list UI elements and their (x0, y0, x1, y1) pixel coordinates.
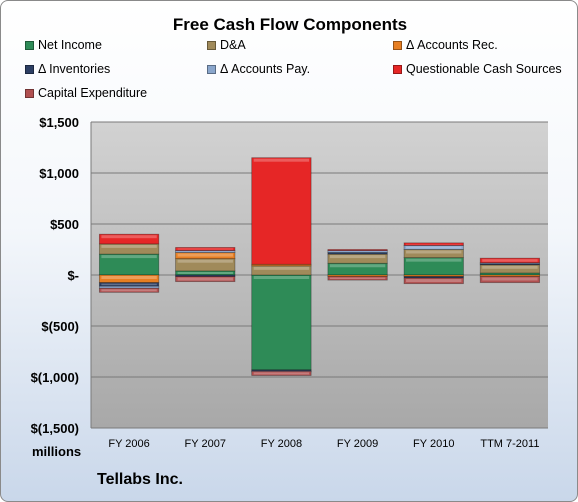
bar-highlight (177, 253, 233, 257)
bar-highlight (253, 158, 310, 162)
bar-capital-expenditure-ttm-7-2011 (479, 276, 541, 284)
legend-label: Questionable Cash Sources (406, 62, 562, 76)
x-tick-label: TTM 7-2011 (480, 438, 539, 450)
bar-capital-expenditure-fy-2006 (98, 287, 160, 293)
bar-highlight (177, 271, 233, 274)
bar-highlight (406, 246, 462, 249)
legend-item-d-a: D&A (207, 38, 246, 52)
bar-highlight (406, 243, 462, 245)
y-tick-label: $1,500 (39, 115, 79, 130)
company-label: Tellabs Inc. (97, 471, 183, 488)
bar-questionable-cash-sources-fy-2008 (251, 157, 312, 265)
legend-swatch (25, 40, 34, 50)
legend-label: Δ Accounts Pay. (220, 62, 311, 76)
x-tick-label: FY 2010 (413, 438, 454, 450)
bar-highlight (253, 276, 310, 279)
bar-highlight (329, 277, 386, 280)
bar-accounts-rec-fy-2008 (251, 263, 312, 267)
bar-questionable-cash-sources-fy-2009 (327, 249, 388, 251)
bar-highlight (406, 279, 462, 283)
legend-item-accounts-pay: Δ Accounts Pay. (207, 62, 310, 76)
bar-net-income-fy-2008 (251, 274, 312, 371)
bar-highlight (406, 250, 462, 254)
bar-highlight (253, 372, 310, 375)
bar-highlight (482, 259, 538, 262)
legend-swatch (393, 40, 402, 50)
legend-swatch (207, 64, 216, 74)
bar-highlight (329, 255, 386, 259)
legend-item-questionable-cash-sources: Questionable Cash Sources (393, 62, 562, 76)
bar-questionable-cash-sources-fy-2010 (403, 242, 464, 246)
legend-swatch (207, 40, 216, 50)
bar-questionable-cash-sources-fy-2007 (175, 247, 236, 251)
bar-highlight (329, 264, 386, 268)
legend-label: Δ Inventories (38, 62, 111, 76)
legend-label: D&A (220, 38, 246, 52)
bar-highlight (101, 276, 157, 279)
legend-label: Capital Expenditure (38, 86, 148, 100)
bar-highlight (406, 258, 462, 262)
legend-swatch (25, 88, 34, 98)
bar-highlight (482, 277, 538, 281)
bar-capital-expenditure-fy-2008 (251, 370, 312, 376)
legend-item-net-income: Net Income (25, 38, 102, 52)
legend-item-accounts-rec: Δ Accounts Rec. (393, 38, 498, 52)
bar-highlight (253, 266, 310, 270)
x-tick-label: FY 2009 (337, 438, 378, 450)
y-tick-label: $(1,000) (31, 370, 79, 385)
legend-item-capital-expenditure: Capital Expenditure (25, 86, 147, 100)
bar-highlight (101, 289, 157, 292)
legend-swatch (25, 64, 34, 74)
legend-swatch (393, 64, 402, 74)
bar-highlight (101, 235, 157, 239)
bar-capital-expenditure-fy-2007 (175, 276, 236, 283)
bar-highlight (101, 283, 157, 286)
bar-questionable-cash-sources-ttm-7-2011 (479, 257, 541, 264)
legend-item-inventories: Δ Inventories (25, 62, 110, 76)
legend-label: Δ Accounts Rec. (406, 38, 498, 52)
x-tick-label: FY 2008 (261, 438, 302, 450)
y-tick-label: $(1,500) (31, 421, 79, 436)
y-tick-label: $1,000 (39, 166, 79, 181)
bar-highlight (101, 244, 157, 248)
chart-title: Free Cash Flow Components (172, 15, 408, 34)
x-tick-label: FY 2007 (185, 438, 226, 450)
legend-label: Net Income (38, 38, 102, 52)
bar-highlight (177, 277, 233, 281)
bar-highlight (177, 248, 233, 250)
bar-questionable-cash-sources-fy-2006 (98, 233, 160, 245)
bar-inventories-fy-2008 (251, 369, 312, 372)
bar-capital-expenditure-fy-2009 (327, 276, 388, 281)
y-tick-label: $500 (50, 217, 79, 232)
bar-highlight (177, 259, 233, 263)
bar-highlight (101, 255, 157, 259)
bar-highlight (482, 265, 538, 269)
y-tick-label: $(500) (41, 319, 79, 334)
units-label: millions (32, 444, 82, 459)
x-tick-label: FY 2006 (108, 438, 149, 450)
bar-capital-expenditure-fy-2010 (403, 277, 464, 285)
y-tick-label: $- (67, 268, 79, 283)
